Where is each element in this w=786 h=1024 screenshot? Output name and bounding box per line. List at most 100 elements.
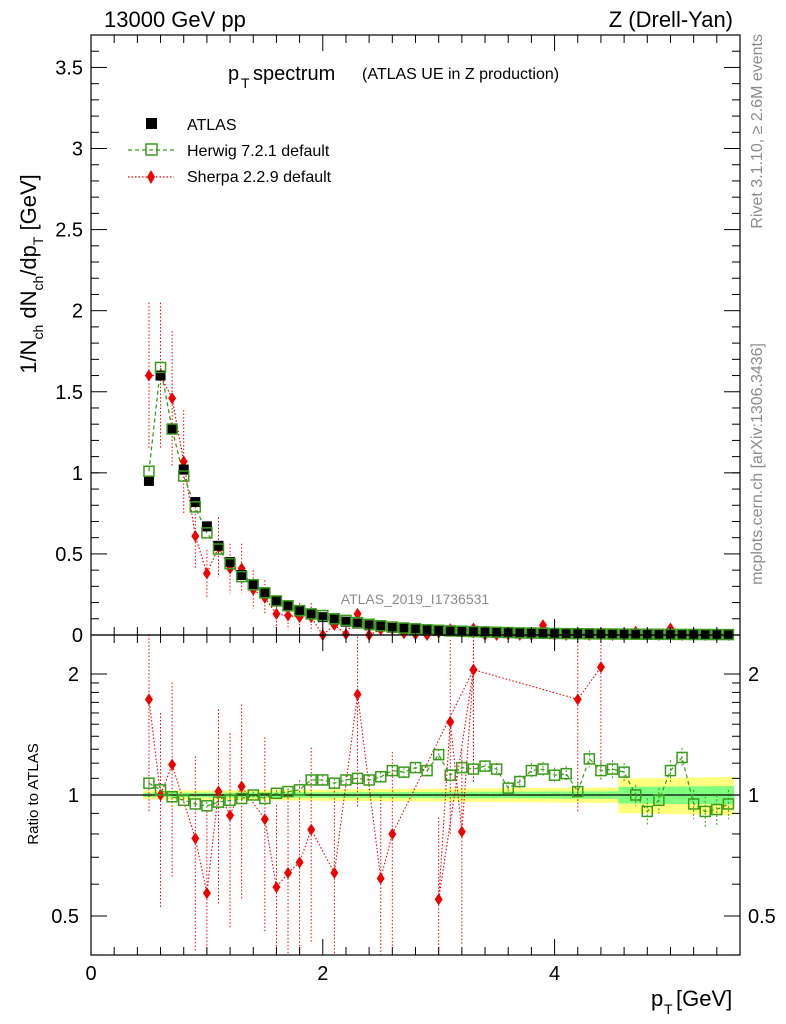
herwig-ratio-point-3 bbox=[177, 794, 190, 807]
svg-text:(ATLAS UE in Z production): (ATLAS UE in Z production) bbox=[362, 66, 559, 83]
xlabel-sub: T bbox=[664, 1001, 673, 1017]
sherpa-point-4 bbox=[191, 530, 200, 543]
herwig-ratio-point-1 bbox=[154, 784, 167, 796]
herwig-point-40 bbox=[606, 628, 619, 640]
sherpa-point-12 bbox=[284, 609, 293, 622]
atlas-point-1 bbox=[155, 370, 166, 381]
herwig-ratio-point-38 bbox=[583, 753, 596, 765]
sherpa-ratio-point-10 bbox=[284, 866, 293, 879]
legend-marker-atlas bbox=[146, 118, 157, 129]
legend-marker-herwig bbox=[145, 143, 158, 156]
sherpa-ratio-point-19 bbox=[446, 715, 455, 728]
atlas-point-17 bbox=[340, 616, 351, 627]
herwig-point-18 bbox=[351, 616, 364, 629]
atlas-point-11 bbox=[271, 595, 282, 606]
herwig-ratio-point-28 bbox=[467, 763, 480, 775]
sherpa-ratio-point-5 bbox=[214, 785, 223, 798]
herwig-ratio-point-30 bbox=[490, 763, 503, 775]
herwig-point-14 bbox=[305, 608, 317, 620]
sherpa-ratio-point-0 bbox=[144, 693, 153, 706]
sherpa-ratio-point-8 bbox=[260, 813, 269, 826]
herwig-point-16 bbox=[328, 613, 341, 625]
mcplots-label: mcplots.cern.ch [arXiv:1306.3436] bbox=[749, 343, 766, 585]
herwig-point-26 bbox=[444, 625, 457, 637]
herwig-ratio-point-31 bbox=[502, 782, 514, 794]
ylabel-d: [GeV] bbox=[16, 174, 41, 236]
herwig-ratio-point-46 bbox=[676, 751, 688, 764]
herwig-ratio-point-44 bbox=[653, 794, 665, 807]
sherpa-ratio-point-16 bbox=[388, 827, 397, 840]
sherpa-ratio-point-23 bbox=[596, 661, 605, 674]
herwig-ratio-point-17 bbox=[340, 774, 352, 786]
herwig-point-10 bbox=[259, 587, 271, 599]
ylabel-c: /dp bbox=[16, 245, 41, 276]
sherpa-ratio-point-6 bbox=[226, 809, 235, 822]
atlas-point-22 bbox=[398, 623, 409, 634]
ratio-y-tick-label-right-2: 2 bbox=[748, 664, 759, 686]
svg-text:1/Nch dNch/dpT [GeV]: 1/Nch dNch/dpT [GeV] bbox=[16, 174, 46, 374]
herwig-ratio-point-29 bbox=[479, 760, 491, 772]
herwig-point-32 bbox=[514, 627, 526, 639]
sherpa-ratio-point-21 bbox=[469, 663, 478, 676]
svg-text:spectrum: spectrum bbox=[253, 63, 335, 85]
herwig-ratio-point-27 bbox=[456, 761, 468, 774]
legend-label-atlas: ATLAS bbox=[187, 117, 237, 134]
atlas-point-13 bbox=[294, 605, 305, 616]
y-tick-label-2: 1 bbox=[72, 463, 83, 485]
herwig-ratio-point-10 bbox=[259, 792, 271, 805]
herwig-point-42 bbox=[629, 628, 642, 640]
y-tick-label-3: 1.5 bbox=[55, 382, 83, 404]
herwig-ratio-point-21 bbox=[386, 764, 399, 777]
svg-text:T: T bbox=[241, 75, 250, 91]
herwig-ratio-point-20 bbox=[374, 771, 387, 783]
xlabel-p: p bbox=[651, 986, 663, 1011]
sherpa-ratio-point-13 bbox=[330, 866, 339, 879]
atlas-point-32 bbox=[514, 628, 525, 639]
herwig-point-22 bbox=[398, 622, 410, 634]
herwig-ratio-point-16 bbox=[328, 777, 341, 789]
atlas-point-26 bbox=[445, 626, 456, 637]
herwig-point-44 bbox=[653, 628, 665, 641]
title-small: (ATLAS UE in Z production) bbox=[362, 66, 559, 83]
herwig-ratio-point-36 bbox=[560, 767, 572, 780]
sherpa-ratio-point-9 bbox=[272, 881, 281, 894]
ratio-clipped bbox=[91, 635, 740, 955]
herwig-ratio-point-23 bbox=[409, 761, 422, 774]
svg-text:T: T bbox=[664, 1001, 673, 1017]
legend-label-herwig: Herwig 7.2.1 default bbox=[187, 143, 330, 160]
herwig-point-6 bbox=[212, 543, 225, 555]
herwig-ratio-point-19 bbox=[363, 774, 375, 786]
herwig-ratio-point-50 bbox=[722, 798, 735, 810]
herwig-point-30 bbox=[490, 626, 503, 638]
sherpa-ratio-point-20 bbox=[457, 825, 466, 838]
herwig-point-4 bbox=[189, 501, 202, 513]
rivet-label: Rivet 3.1.10, ≥ 2.6M events bbox=[749, 34, 766, 229]
analysis-watermark: ATLAS_2019_I1736531 bbox=[341, 591, 490, 607]
legend-marker-sherpa bbox=[147, 170, 155, 184]
atlas-point-38 bbox=[584, 628, 595, 639]
ylabel-b-sub: ch bbox=[30, 276, 46, 291]
herwig-ratio-point-5 bbox=[201, 800, 213, 812]
header-right: Z (Drell-Yan) bbox=[609, 7, 733, 32]
sherpa-ratio-point-2 bbox=[168, 758, 177, 771]
atlas-point-36 bbox=[561, 628, 572, 639]
herwig-ratio-point-22 bbox=[398, 766, 410, 778]
svg-text:p: p bbox=[228, 63, 239, 85]
ratio-y-tick-label-right-0: 0.5 bbox=[748, 906, 776, 928]
herwig-ratio-point-14 bbox=[305, 774, 317, 786]
herwig-ratio-point-15 bbox=[317, 774, 329, 786]
header-left: 13000 GeV pp bbox=[104, 7, 246, 32]
herwig-ratio-point-11 bbox=[270, 787, 283, 800]
herwig-ratio-point-18 bbox=[351, 772, 364, 785]
herwig-point-7 bbox=[224, 557, 236, 570]
atlas-point-9 bbox=[248, 579, 259, 590]
sherpa-point-0 bbox=[144, 369, 153, 382]
herwig-ratio-point-32 bbox=[514, 775, 526, 788]
sherpa-ratio-point-12 bbox=[307, 823, 316, 836]
y-tick-label-5: 2.5 bbox=[55, 220, 83, 242]
atlas-point-7 bbox=[225, 557, 236, 568]
herwig-point-13 bbox=[293, 604, 306, 617]
ratio-y-label: Ratio to ATLAS bbox=[25, 743, 42, 844]
herwig-ratio-point-13 bbox=[293, 784, 306, 796]
